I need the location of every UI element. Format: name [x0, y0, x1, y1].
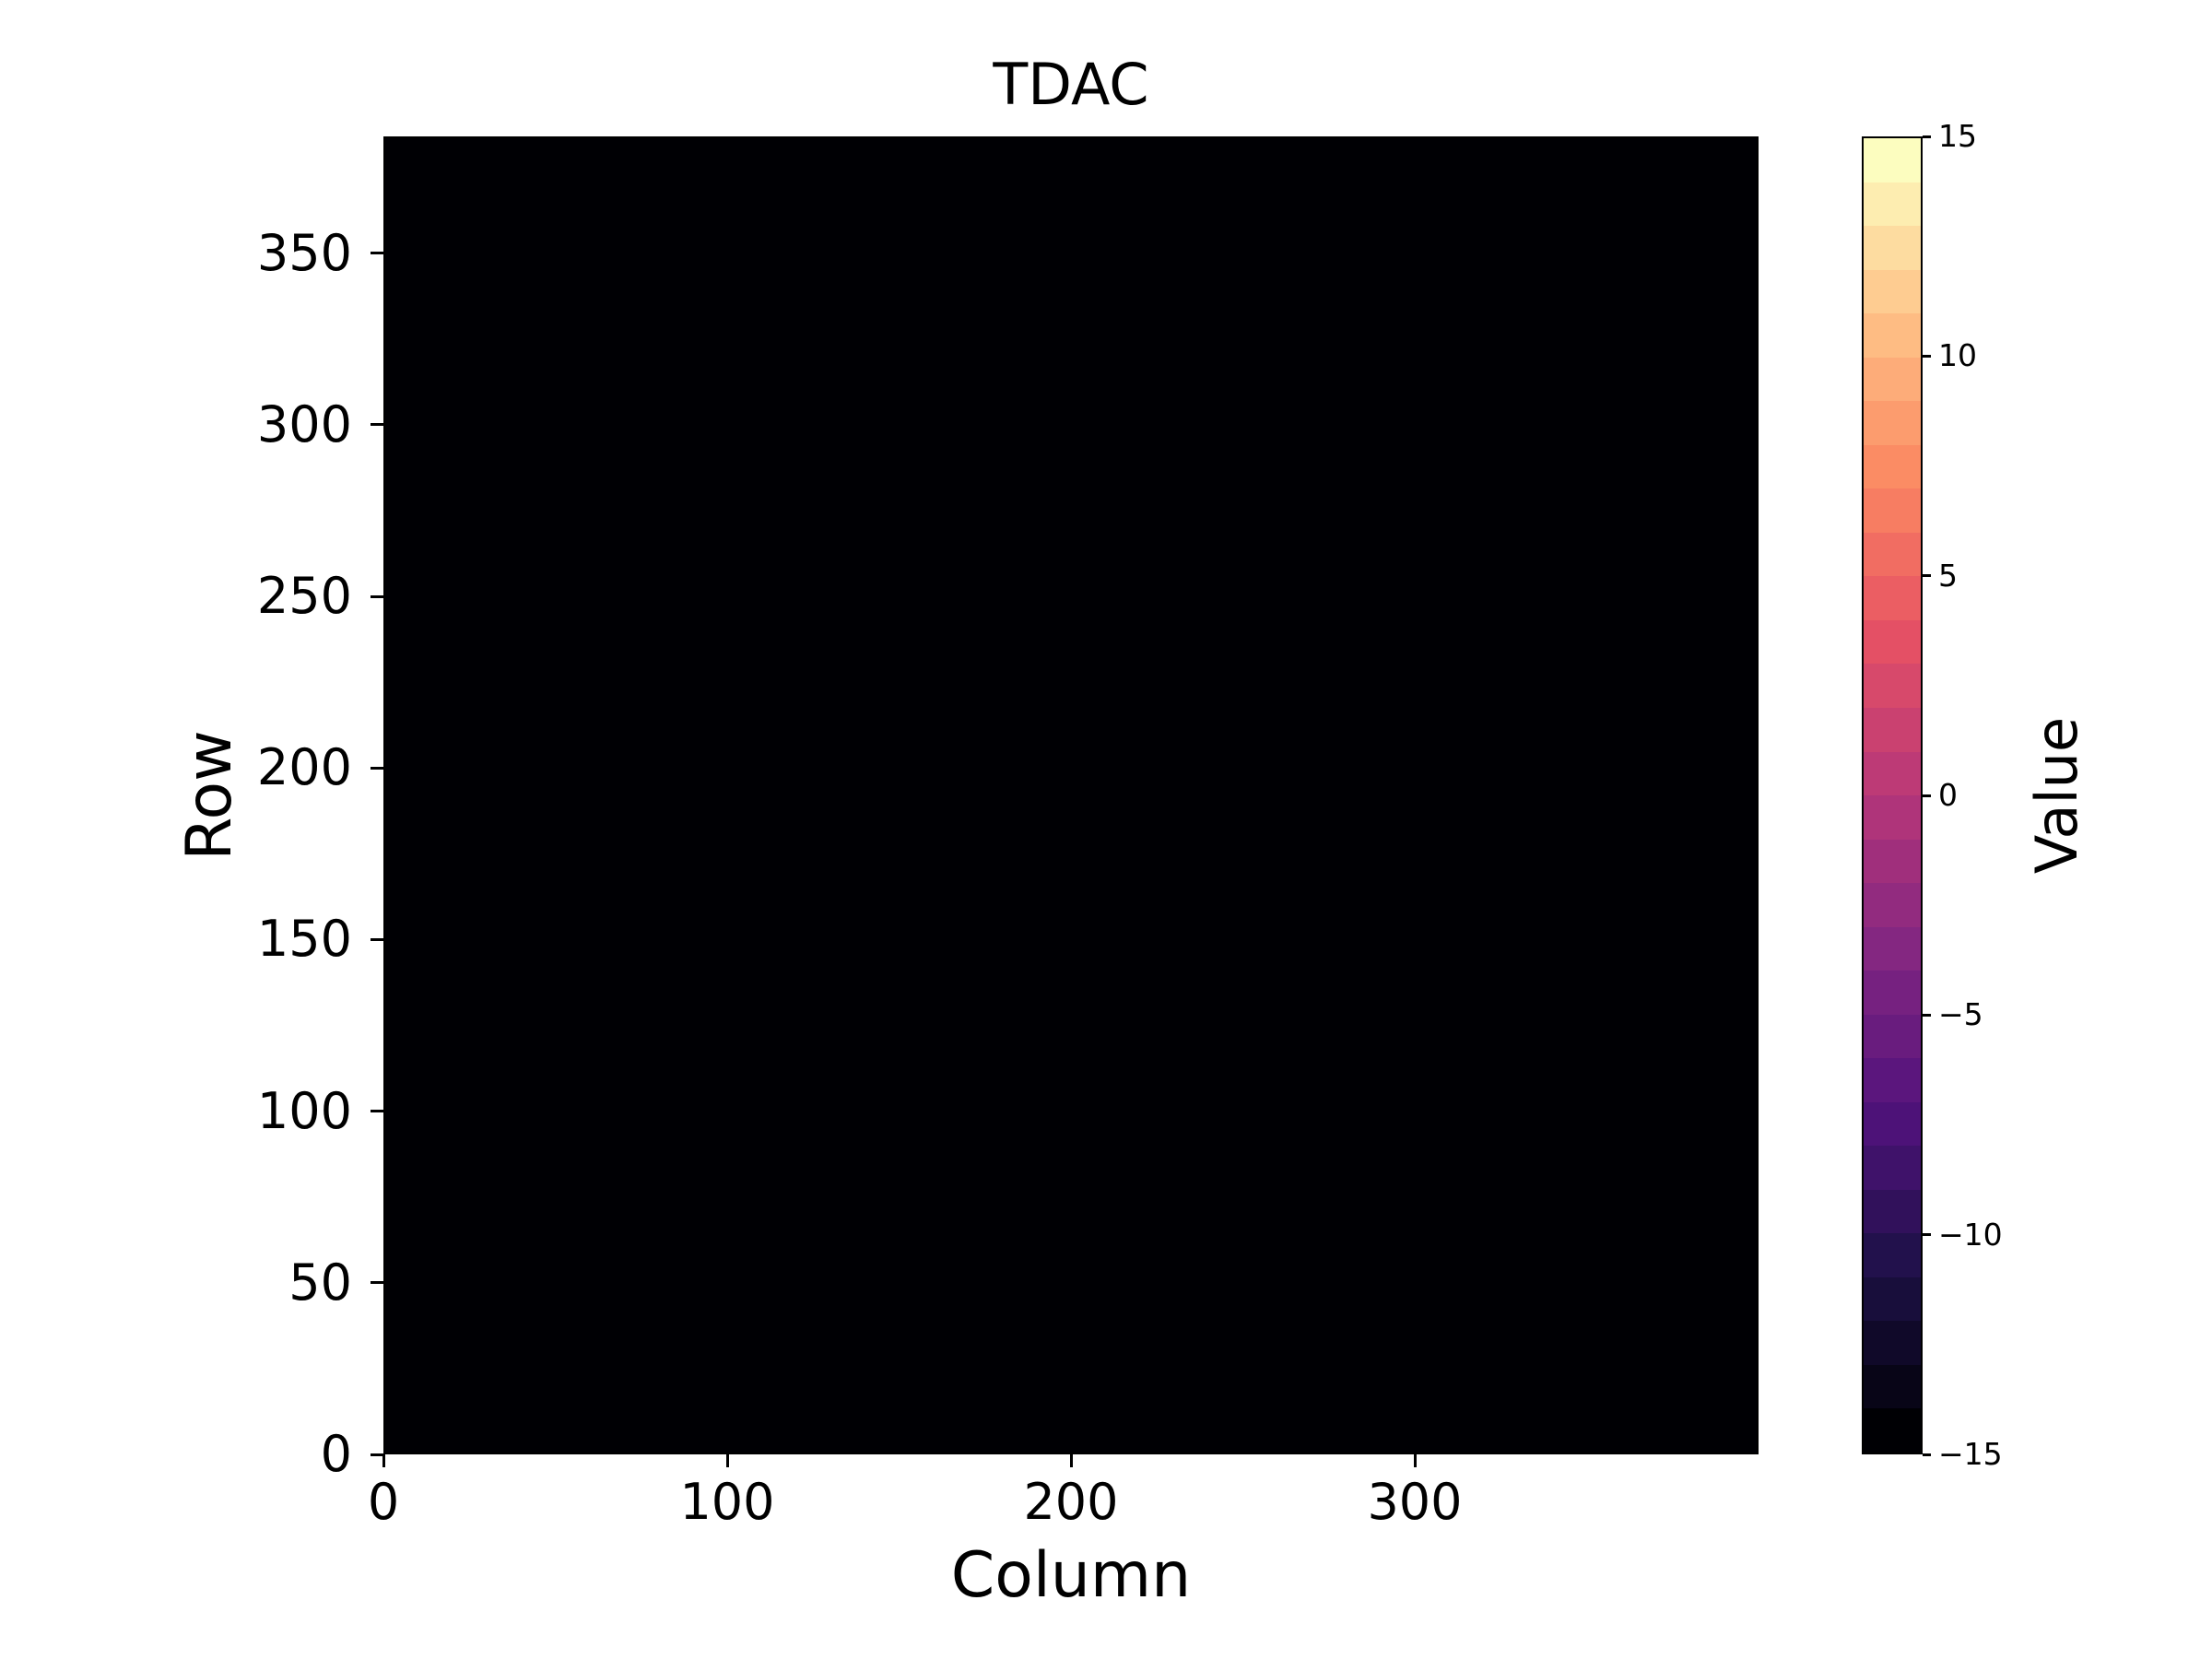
colorbar-tick-mark — [1923, 794, 1931, 797]
x-tick-label: 100 — [679, 1473, 775, 1531]
colorbar-band — [1864, 1146, 1921, 1190]
colorbar-band — [1864, 401, 1921, 445]
colorbar-tick-label: 5 — [1938, 557, 1958, 594]
y-tick-mark — [371, 1281, 383, 1285]
y-tick-mark — [371, 423, 383, 427]
colorbar-tick-label: −10 — [1938, 1216, 2003, 1253]
y-tick-label: 250 — [256, 567, 352, 625]
colorbar-tick-mark — [1923, 354, 1931, 358]
colorbar-band — [1864, 1408, 1921, 1453]
colorbar — [1862, 136, 1923, 1454]
y-tick-label: 350 — [256, 223, 352, 282]
colorbar-band — [1864, 1014, 1921, 1059]
colorbar-band — [1864, 532, 1921, 577]
y-tick-mark — [371, 1110, 383, 1113]
colorbar-tick-label: −5 — [1938, 996, 1983, 1033]
y-tick-label: 50 — [288, 1253, 352, 1312]
x-tick-label: 0 — [367, 1473, 400, 1531]
y-tick-mark — [371, 252, 383, 255]
colorbar-band — [1864, 1364, 1921, 1409]
colorbar-band — [1864, 357, 1921, 402]
colorbar-band — [1864, 313, 1921, 358]
y-tick-label: 300 — [256, 394, 352, 453]
colorbar-tick-mark — [1923, 135, 1931, 138]
colorbar-band — [1864, 488, 1921, 533]
colorbar-band — [1864, 1101, 1921, 1147]
x-tick-mark — [725, 1454, 729, 1467]
y-tick-label: 150 — [256, 910, 352, 969]
y-tick-mark — [371, 594, 383, 598]
colorbar-band — [1864, 619, 1921, 665]
x-tick-mark — [1413, 1454, 1417, 1467]
colorbar-band — [1864, 444, 1921, 489]
x-tick-mark — [1069, 1454, 1073, 1467]
colorbar-band — [1864, 707, 1921, 752]
colorbar-band — [1864, 751, 1921, 796]
colorbar-band — [1864, 1189, 1921, 1234]
colorbar-tick-mark — [1923, 1233, 1931, 1237]
colorbar-band — [1864, 269, 1921, 314]
x-tick-label: 200 — [1023, 1473, 1119, 1531]
colorbar-band — [1864, 226, 1921, 270]
y-tick-mark — [371, 1453, 383, 1456]
colorbar-band — [1864, 926, 1921, 971]
colorbar-band — [1864, 795, 1921, 840]
colorbar-tick-label: 0 — [1938, 777, 1958, 813]
y-tick-label: 100 — [256, 1081, 352, 1140]
colorbar-tick-mark — [1923, 574, 1931, 578]
colorbar-tick-label: −15 — [1938, 1436, 2003, 1472]
colorbar-band — [1864, 576, 1921, 620]
y-tick-mark — [371, 766, 383, 770]
colorbar-band — [1864, 883, 1921, 927]
y-tick-mark — [371, 937, 383, 941]
colorbar-band — [1864, 182, 1921, 227]
x-tick-mark — [382, 1454, 385, 1467]
colorbar-band — [1864, 138, 1921, 182]
colorbar-tick-mark — [1923, 1453, 1931, 1456]
x-tick-label: 300 — [1367, 1473, 1463, 1531]
plot-title: TDAC — [993, 51, 1149, 118]
colorbar-tick-mark — [1923, 1013, 1931, 1017]
colorbar-tick-label: 10 — [1938, 337, 1977, 374]
colorbar-band — [1864, 1277, 1921, 1322]
colorbar-band — [1864, 971, 1921, 1015]
colorbar-band — [1864, 839, 1921, 884]
colorbar-band — [1864, 1321, 1921, 1365]
colorbar-band — [1864, 664, 1921, 708]
y-tick-label: 200 — [256, 738, 352, 797]
colorbar-band — [1864, 1058, 1921, 1102]
y-tick-label: 0 — [320, 1425, 352, 1483]
colorbar-band — [1864, 1233, 1921, 1277]
heatmap-image — [383, 136, 1759, 1454]
x-axis-label: Column — [950, 1539, 1192, 1612]
colorbar-tick-label: 15 — [1938, 118, 1977, 154]
